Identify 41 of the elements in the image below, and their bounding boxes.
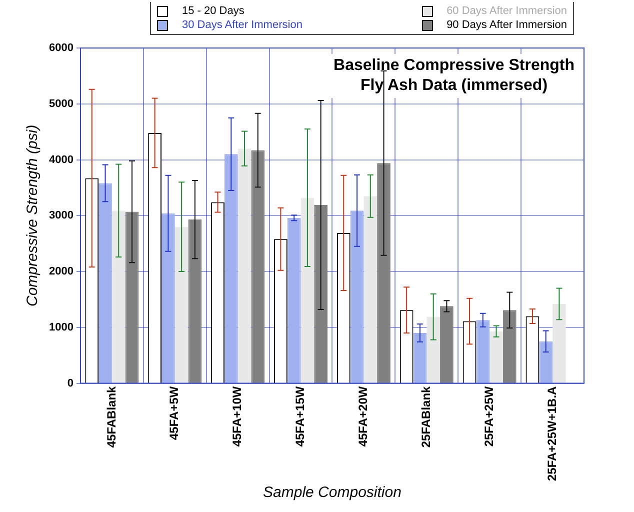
x-tick-label: 45FA+10W — [230, 386, 244, 447]
bar — [238, 148, 252, 383]
bar — [490, 331, 503, 383]
bar — [539, 341, 553, 383]
bar — [552, 304, 566, 383]
x-tick-label: 25FA+25W — [482, 386, 496, 447]
bar — [476, 320, 490, 383]
y-tick-label: 0 — [67, 377, 74, 390]
bar — [174, 226, 188, 383]
bar — [162, 213, 175, 383]
y-axis-title: Compressive Strength (psi) — [24, 124, 42, 307]
bar — [426, 316, 440, 383]
bar — [251, 150, 265, 383]
bar — [440, 306, 454, 383]
y-tick-label: 2000 — [48, 266, 74, 278]
bar — [224, 154, 238, 383]
bar — [314, 205, 328, 383]
bar — [98, 183, 112, 383]
x-tick-label: 45FA+20W — [356, 386, 370, 447]
y-tick-label: 5000 — [48, 98, 74, 110]
x-tick-label: 25FA+25W+1B.A — [544, 386, 559, 482]
x-tick-label: 25FABlank — [418, 386, 433, 448]
bar — [287, 218, 301, 383]
y-tick-label: 6000 — [48, 42, 74, 54]
y-tick-label: 1000 — [48, 321, 74, 334]
bar — [350, 210, 364, 383]
bar — [300, 198, 314, 383]
bar — [112, 210, 126, 383]
x-tick-label: 45FA+5W — [167, 386, 182, 440]
x-tick-label: 45FA+15W — [293, 386, 308, 447]
x-tick-label: 45FABlank — [104, 386, 118, 448]
bar — [413, 332, 427, 383]
bar — [125, 212, 139, 383]
bar — [364, 196, 378, 383]
y-tick-label: 4000 — [48, 154, 74, 166]
bar — [502, 310, 516, 383]
bar — [377, 163, 390, 383]
bar — [188, 220, 202, 383]
x-axis-title: Sample Composition — [263, 484, 402, 502]
text: Baseline Compressive Strength Fly Ash Data (immersed) — [334, 57, 574, 94]
y-tick-label: 3000 — [48, 210, 74, 222]
